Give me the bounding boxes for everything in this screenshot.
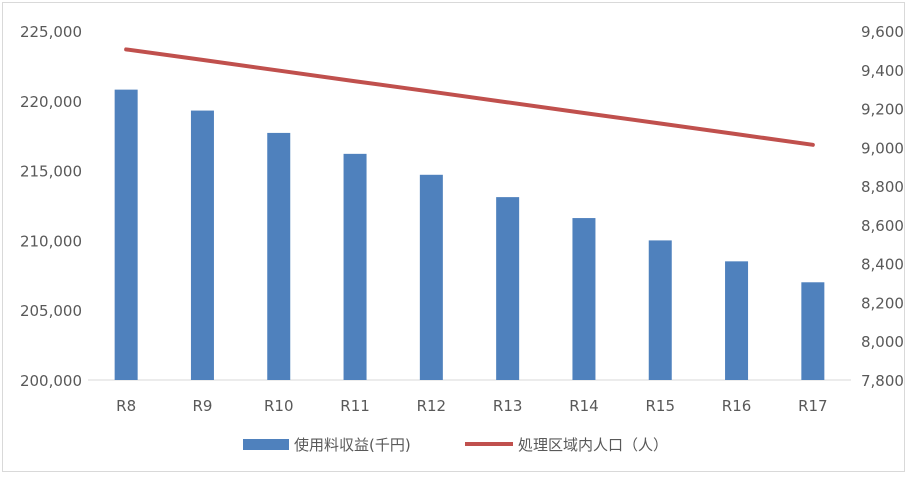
x-tick-label: R9	[192, 397, 212, 415]
line-series	[124, 47, 815, 147]
right-tick-label: 8,800	[861, 178, 904, 196]
right-tick-label: 8,000	[861, 333, 904, 351]
right-tick-label: 9,200	[861, 101, 904, 119]
legend: 使用料収益(千円) 処理区域内人口（人）	[243, 436, 668, 454]
right-y-axis: 7,800 8,000 8,200 8,400 8,600 8,800 9,000 9,200…	[861, 23, 904, 390]
right-tick-label: 9,600	[861, 23, 904, 41]
bar-R9	[190, 110, 214, 381]
left-y-axis: 200,000 205,000 210,000 215,000 220,000 225,0…	[20, 23, 82, 390]
bar-R15	[648, 240, 672, 380]
x-tick-label: R12	[417, 397, 447, 415]
left-tick-label: 210,000	[20, 232, 82, 250]
x-tick-label: R10	[264, 397, 294, 415]
combo-chart: 200,000 205,000 210,000 215,000 220,000 225,0…	[20, 23, 904, 454]
x-tick-label: R8	[116, 397, 136, 415]
legend-bar-swatch	[243, 439, 289, 450]
right-tick-label: 9,000	[861, 139, 904, 157]
bar-R16	[725, 261, 749, 380]
left-tick-label: 215,000	[20, 163, 82, 181]
bar-series	[114, 89, 825, 381]
legend-line-label: 処理区域内人口（人）	[518, 436, 668, 454]
x-tick-label: R11	[340, 397, 370, 415]
bar-R10	[267, 132, 291, 380]
x-tick-label: R15	[645, 397, 675, 415]
x-axis-labels: R8 R9 R10 R11 R12 R13 R14 R15 R16 R17	[116, 397, 827, 415]
legend-bar-label: 使用料収益(千円)	[294, 436, 411, 454]
x-tick-label: R17	[798, 397, 828, 415]
right-tick-label: 8,600	[861, 217, 904, 235]
right-tick-label: 8,400	[861, 256, 904, 274]
left-tick-label: 220,000	[20, 93, 82, 111]
population-line	[124, 47, 815, 147]
right-tick-label: 8,200	[861, 294, 904, 312]
x-tick-label: R13	[493, 397, 523, 415]
bar-R13	[496, 197, 520, 380]
left-tick-label: 200,000	[20, 372, 82, 390]
bar-R17	[801, 282, 825, 380]
bar-R12	[419, 174, 443, 380]
x-tick-label: R16	[722, 397, 752, 415]
left-tick-label: 225,000	[20, 23, 82, 41]
bar-R11	[343, 153, 367, 380]
chart-frame: 200,000 205,000 210,000 215,000 220,000 225,0…	[2, 2, 905, 472]
right-tick-label: 7,800	[861, 372, 904, 390]
bar-R14	[572, 218, 596, 380]
right-tick-label: 9,400	[861, 62, 904, 80]
x-tick-label: R14	[569, 397, 599, 415]
left-tick-label: 205,000	[20, 302, 82, 320]
bar-R8	[114, 89, 138, 380]
